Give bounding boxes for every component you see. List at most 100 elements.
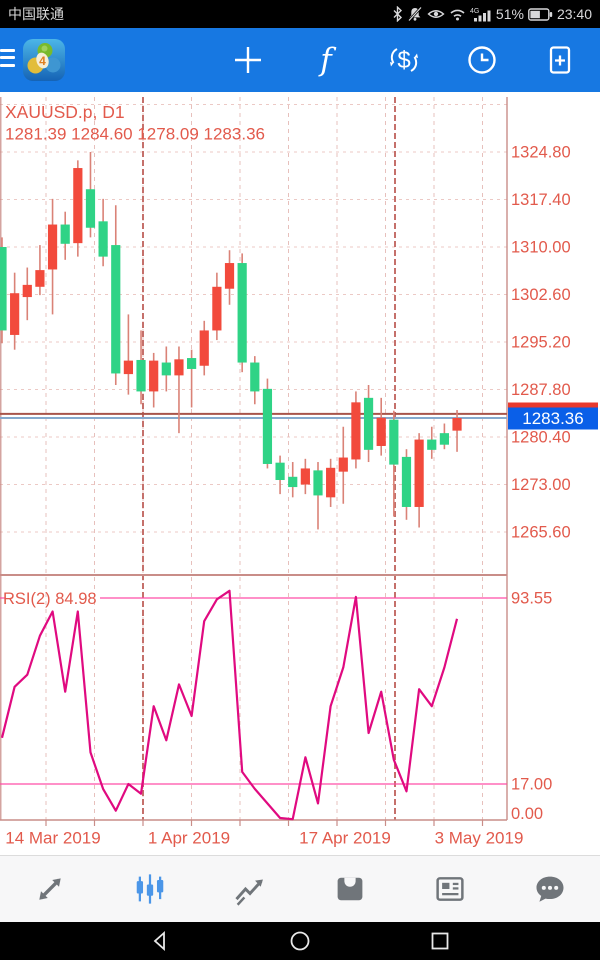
svg-text:4G: 4G (470, 8, 479, 15)
history-icon (337, 877, 363, 901)
trade-icon (235, 879, 263, 906)
candle-body (35, 270, 45, 287)
tab-history[interactable] (300, 856, 400, 922)
candle-body (187, 358, 197, 369)
rsi-zero-label: 0.00 (511, 805, 543, 823)
date-axis-label: 17 Apr 2019 (299, 829, 391, 848)
candle-body (363, 397, 374, 450)
history-clock-icon[interactable] (443, 28, 521, 92)
candle-body (161, 362, 171, 376)
price-chart-canvas[interactable]: 1324.80 1317.40 1310.00 1302.60 1295.20 1287.… (0, 92, 600, 855)
price-axis-label: 1295.20 (511, 333, 571, 351)
bid-price-badge (508, 407, 598, 430)
bottom-toolbar (0, 855, 600, 922)
rsi-upper-level-label: 93.55 (511, 590, 552, 608)
price-axis-label: 1317.40 (511, 191, 571, 209)
candle-body (10, 293, 20, 335)
ask-price-badge (508, 402, 598, 408)
candle-body (199, 330, 209, 366)
date-axis-label: 14 Mar 2019 (5, 829, 100, 848)
candle-body (212, 286, 222, 331)
candle-body (288, 476, 298, 488)
price-axis-label: 1310.00 (511, 238, 571, 256)
notifications-muted-icon (407, 6, 422, 22)
candle-body (47, 224, 58, 270)
price-axis-label: 1265.60 (511, 523, 571, 541)
wifi-icon (450, 9, 465, 21)
candle-body (174, 359, 184, 376)
candle-body (401, 456, 412, 507)
price-axis-label: 1287.80 (511, 381, 571, 399)
symbol-timeframe-label: XAUUSD.p, D1 (5, 102, 125, 122)
back-icon[interactable] (148, 929, 172, 953)
svg-text:$: $ (397, 47, 410, 74)
candle-body (22, 284, 32, 298)
candle-body (313, 470, 323, 496)
candle-body (262, 388, 273, 464)
candle-body (60, 224, 70, 244)
trade-dollar-icon[interactable]: $ (365, 28, 443, 92)
status-bar: 中国联通 4G (0, 0, 600, 28)
status-icons: 4G 51% 23:40 (392, 6, 592, 22)
candle-body (275, 462, 285, 481)
charts-icon (136, 874, 164, 904)
toolbar-actions: f $ (209, 28, 599, 92)
svg-text:4: 4 (39, 54, 46, 68)
candle-body (85, 189, 96, 228)
candle-body (351, 402, 361, 460)
candle-body (136, 359, 146, 392)
date-axis-label: 1 Apr 2019 (148, 829, 230, 848)
metatrader-logo: 4 (23, 39, 65, 81)
rsi-line (0, 589, 459, 821)
candle-body (111, 245, 121, 374)
eye-protection-icon (427, 10, 445, 18)
bid-price-badge-label: 1283.36 (522, 409, 583, 428)
candle-body (427, 439, 437, 450)
candle-body (326, 467, 336, 498)
candle-body (300, 468, 310, 485)
signal-4g-icon: 4G (470, 8, 491, 22)
battery-icon (528, 7, 553, 21)
news-icon (436, 877, 464, 901)
clock-label: 23:40 (556, 6, 592, 22)
candle-body (0, 246, 7, 331)
date-axis-label: 3 May 2019 (435, 829, 524, 848)
candle-body (338, 457, 348, 472)
new-order-icon[interactable] (521, 28, 599, 92)
candle-body (237, 263, 247, 363)
carrier-label: 中国联通 (8, 6, 64, 22)
home-icon[interactable] (288, 929, 312, 953)
rsi-value-label: RSI(2) 84.98 (3, 590, 97, 608)
rsi-lower-level-label: 17.00 (511, 776, 552, 794)
candle-body (389, 419, 399, 465)
tab-messages[interactable] (500, 856, 600, 922)
price-axis-label: 1280.40 (511, 428, 571, 446)
candle-body (414, 439, 424, 507)
price-axis-label: 1302.60 (511, 286, 571, 304)
android-nav-bar (0, 922, 600, 960)
crosshair-icon[interactable] (209, 28, 287, 92)
ohlc-values-label: 1281.39 1284.60 1278.09 1283.36 (5, 125, 265, 144)
quotes-icon (39, 878, 61, 900)
messages-icon (536, 876, 564, 902)
battery-percent: 51% (495, 6, 524, 22)
candle-body (376, 417, 386, 446)
tab-trade[interactable] (200, 856, 300, 922)
indicator-function-icon[interactable]: f (287, 28, 365, 92)
tab-charts[interactable] (100, 856, 200, 922)
candle-body (452, 417, 462, 431)
candle-body (98, 221, 108, 257)
tab-news[interactable] (400, 856, 500, 922)
candle-body (250, 362, 260, 392)
candle-body (73, 168, 83, 244)
price-axis-label: 1324.80 (511, 144, 571, 162)
menu-icon[interactable] (0, 48, 15, 72)
candle-body (149, 360, 159, 392)
chart-area: 1324.80 1317.40 1310.00 1302.60 1295.20 1287.… (0, 92, 600, 855)
tab-quotes[interactable] (0, 856, 100, 922)
recents-icon[interactable] (428, 929, 452, 953)
candle-body (224, 263, 235, 289)
price-axis-label: 1273.00 (511, 476, 571, 494)
candle-body (439, 433, 449, 445)
